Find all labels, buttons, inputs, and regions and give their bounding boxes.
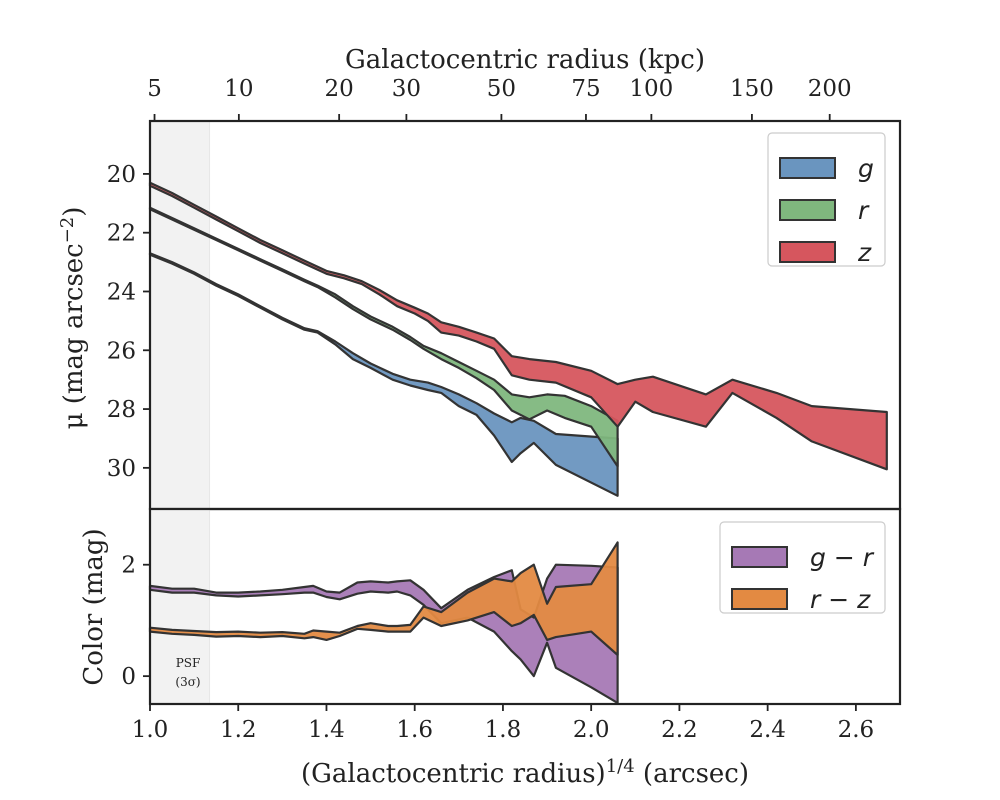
x-tick-label: 1.2 [220, 717, 257, 743]
bottom-legend-label: g − r [810, 543, 875, 572]
bottom-y-axis-label: Color (mag) [79, 528, 109, 685]
surface-brightness-band-2 [148, 206, 619, 468]
top-kpc-tick-label: 75 [571, 76, 600, 102]
top-y-tick-label: 22 [107, 221, 136, 247]
top-kpc-tick-label: 5 [147, 76, 162, 102]
x-axis-label: (Galactocentric radius)1/4 (arcsec) [301, 756, 749, 789]
x-tick-label: 1.0 [132, 717, 169, 743]
top-kpc-tick-label: 10 [224, 76, 253, 102]
bottom-legend-swatch [731, 546, 788, 568]
top-legend-swatch [779, 199, 836, 221]
top-y-tick-label: 20 [107, 162, 136, 188]
top-y-tick-label: 24 [107, 279, 136, 305]
top-kpc-tick-label: 100 [629, 76, 673, 102]
surface-brightness-band-3 [148, 181, 888, 471]
psf-label-line2: (3σ) [175, 675, 200, 689]
x-tick-label: 1.4 [308, 717, 345, 743]
color-band-2 [148, 541, 619, 657]
x-tick-label: 2.0 [573, 717, 610, 743]
bottom-y-tick-label: 0 [121, 664, 136, 690]
bottom-legend-swatch [731, 588, 788, 610]
top-legend-swatch [779, 241, 836, 263]
top-legend-label: g [858, 154, 874, 183]
top-kpc-tick-label: 200 [808, 76, 852, 102]
surface-brightness-panel: 20 22 24 26 28 30 5 10 20 30 50 75 100 150 200 grz μ (… [57, 76, 902, 511]
x-tick-label: 2.2 [661, 717, 698, 743]
bottom-y-tick-label: 2 [121, 553, 136, 579]
bottom-legend: g − r r − z [719, 521, 886, 614]
top-legend: grz [767, 132, 886, 267]
x-tick-label: 1.6 [396, 717, 433, 743]
top-y-axis-label: μ (mag arcsec−2) [57, 207, 89, 430]
top-kpc-tick-label: 50 [487, 76, 516, 102]
top-kpc-tick-label: 150 [730, 76, 774, 102]
psf-shaded-region [149, 120, 211, 510]
top-legend-swatch [779, 157, 836, 179]
top-legend-label: r [858, 196, 870, 225]
top-y-tick-label: 28 [107, 397, 136, 423]
color-panel: 0 2 1.0 1.2 1.4 1.6 1.8 2.0 2.2 2.4 2.6 g − r r − z… [79, 507, 902, 789]
top-axis-label: Galactocentric radius (kpc) [345, 45, 705, 75]
top-y-tick-label: 30 [107, 456, 136, 482]
x-tick-label: 2.4 [749, 717, 786, 743]
bottom-legend-label: r − z [810, 585, 871, 614]
top-legend-label: z [857, 238, 872, 267]
top-y-tick-label: 26 [107, 338, 136, 364]
x-tick-label: 1.8 [485, 717, 522, 743]
top-kpc-tick-label: 30 [392, 76, 421, 102]
bottom-panel-frame [148, 507, 902, 706]
psf-label-line1: PSF [176, 656, 201, 670]
top-kpc-tick-label: 20 [325, 76, 354, 102]
surface-brightness-band-1 [148, 252, 619, 497]
x-tick-label: 2.6 [838, 717, 875, 743]
